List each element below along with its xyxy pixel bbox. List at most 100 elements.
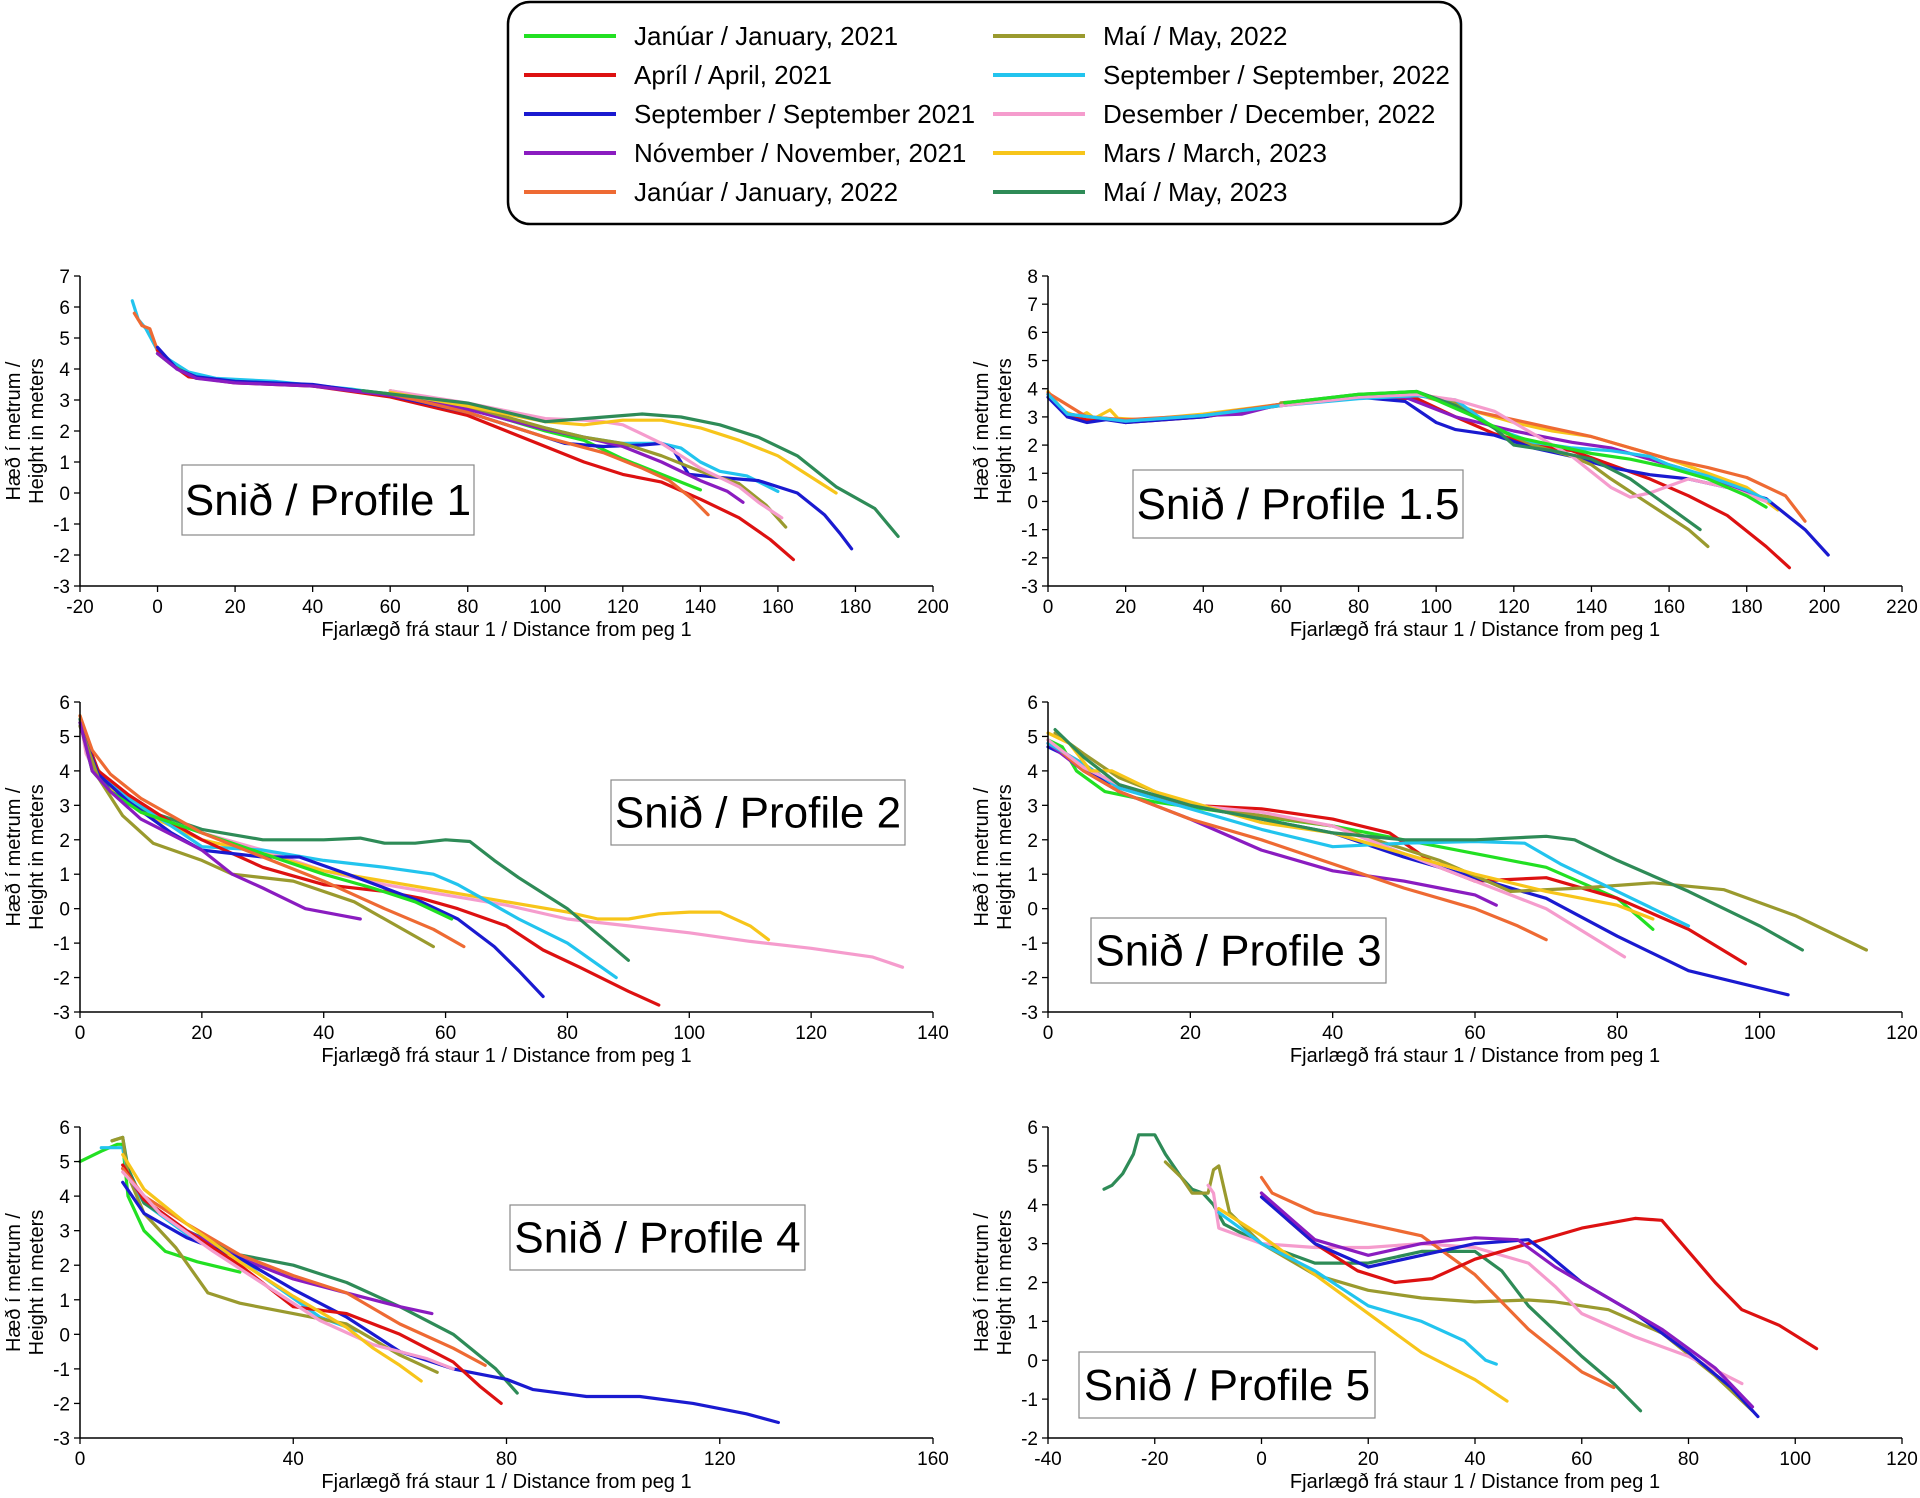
x-tick-label: 140 xyxy=(1576,597,1608,618)
y-axis-label-line1: Hæð í metrum / xyxy=(3,787,25,926)
y-tick-label: -2 xyxy=(53,1394,70,1415)
y-tick-label: -1 xyxy=(53,934,70,955)
series-line-may22 xyxy=(388,389,788,529)
series-line-may22 xyxy=(1163,1160,1755,1413)
series-line-dec22 xyxy=(388,389,784,520)
legend-entry-dec22: Desember / December, 2022 xyxy=(993,99,1435,129)
legend-entry-may22: Maí / May, 2022 xyxy=(993,21,1288,51)
series-line-sep22 xyxy=(1046,741,1691,928)
y-tick-label: -2 xyxy=(53,546,70,567)
series-line-jan22 xyxy=(132,311,160,352)
x-tick-label: 160 xyxy=(917,1449,949,1470)
legend-label: Janúar / January, 2022 xyxy=(634,177,898,207)
series-group xyxy=(1046,389,1830,570)
x-tick-label: 100 xyxy=(1744,1023,1776,1044)
x-tick-label: 120 xyxy=(607,597,639,618)
legend-label: Maí / May, 2023 xyxy=(1103,177,1288,207)
profile-title-box xyxy=(1090,917,1387,984)
x-tick-label: 80 xyxy=(1607,1023,1628,1044)
y-axis-label-line1: Hæð í metrum / xyxy=(971,787,993,926)
x-tick-label: 80 xyxy=(557,1023,578,1044)
y-tick-label: -3 xyxy=(53,1429,70,1450)
x-tick-label: 120 xyxy=(795,1023,827,1044)
legend-label: Mars / March, 2023 xyxy=(1103,138,1327,168)
y-tick-label: -3 xyxy=(53,1003,70,1024)
x-tick-label: 0 xyxy=(152,597,163,618)
y-axis-label-line1: Hæð í metrum / xyxy=(3,1213,25,1352)
plot-5: 0 40 80 120 160 -3 -2 -1 0 1 2 3 4 5 6 Fjarlægð frá sta… xyxy=(3,1118,949,1493)
series-line-dec22 xyxy=(1206,1183,1744,1386)
series-line-jan21 xyxy=(1283,389,1768,509)
series-line-sep21 xyxy=(78,724,545,999)
y-axis-label-line1: Hæð í metrum / xyxy=(971,1213,993,1352)
y-tick-label: 5 xyxy=(59,727,70,748)
series-line-may23 xyxy=(1102,1133,1643,1413)
x-tick-label: 80 xyxy=(496,1449,517,1470)
x-tick-label: 180 xyxy=(1731,597,1763,618)
x-tick-label: 40 xyxy=(302,597,323,618)
x-tick-label: 160 xyxy=(1653,597,1685,618)
y-axis-label-line2: Height in meters xyxy=(994,358,1016,504)
x-tick-label: 120 xyxy=(1498,597,1530,618)
x-axis-label: Fjarlægð frá staur 1 / Distance from peg… xyxy=(321,619,691,641)
y-tick-label: 3 xyxy=(59,796,70,817)
series-line-sep21 xyxy=(1259,1195,1760,1419)
y-axis-label-line1: Hæð í metrum / xyxy=(3,361,25,500)
plot-1: -20 0 20 40 60 80 100 120 140 160 180 200 -3 -2 -1 0 1 2 3… xyxy=(3,267,949,641)
x-tick-label: 100 xyxy=(529,597,561,618)
series-line-sep22 xyxy=(78,721,618,980)
profile-title-box xyxy=(1078,1351,1376,1419)
y-tick-label: 0 xyxy=(1027,1351,1038,1372)
x-tick-label: 40 xyxy=(1193,597,1214,618)
x-tick-label: 20 xyxy=(191,1023,212,1044)
x-tick-label: 20 xyxy=(1115,597,1136,618)
legend-label: Apríl / April, 2021 xyxy=(634,60,832,90)
x-tick-label: -20 xyxy=(66,597,93,618)
y-tick-label: 6 xyxy=(59,693,70,714)
legend-entry-may23: Maí / May, 2023 xyxy=(993,177,1288,207)
series-line-may23 xyxy=(78,717,630,962)
series-line-nov21 xyxy=(78,721,362,921)
x-tick-label: 60 xyxy=(1464,1023,1485,1044)
legend-entry-sep22: September / September, 2022 xyxy=(993,60,1450,90)
y-tick-label: 0 xyxy=(1027,900,1038,921)
x-tick-label: 0 xyxy=(75,1449,86,1470)
x-tick-label: 20 xyxy=(1180,1023,1201,1044)
x-tick-label: -20 xyxy=(1141,1449,1168,1470)
profile-title: Snið / Profile 5 xyxy=(1084,1361,1370,1410)
series-line-mar23 xyxy=(1046,731,1655,921)
x-tick-label: 80 xyxy=(1678,1449,1699,1470)
y-tick-label: 2 xyxy=(59,831,70,852)
x-tick-label: -40 xyxy=(1034,1449,1061,1470)
legend-box xyxy=(506,0,1463,226)
y-tick-label: 7 xyxy=(59,267,70,288)
y-tick-label: 2 xyxy=(59,422,70,443)
y-tick-label: 4 xyxy=(59,762,70,783)
series-group xyxy=(78,714,905,1007)
x-tick-label: 200 xyxy=(917,597,949,618)
profile-title: Snið / Profile 4 xyxy=(514,1214,800,1263)
y-tick-label: 3 xyxy=(1027,796,1038,817)
x-tick-label: 120 xyxy=(1886,1023,1918,1044)
profile-title: Snið / Profile 1.5 xyxy=(1137,480,1460,529)
series-group xyxy=(1102,1133,1819,1419)
y-tick-label: -1 xyxy=(1021,1390,1038,1411)
y-tick-label: 8 xyxy=(1027,267,1038,288)
series-line-may23 xyxy=(1053,728,1804,952)
x-tick-label: 180 xyxy=(840,597,872,618)
y-tick-label: 6 xyxy=(59,1118,70,1139)
x-tick-label: 40 xyxy=(1464,1449,1485,1470)
y-tick-label: 0 xyxy=(59,1325,70,1346)
y-tick-label: 6 xyxy=(59,298,70,319)
y-tick-label: 3 xyxy=(1027,408,1038,429)
series-line-dec22 xyxy=(121,1170,455,1371)
series-line-apr21 xyxy=(78,721,661,1007)
profile-title-box xyxy=(1132,469,1464,539)
legend-entry-jan21: Janúar / January, 2021 xyxy=(524,21,898,51)
series-group xyxy=(130,299,900,562)
y-tick-label: 1 xyxy=(59,453,70,474)
series-line-nov21 xyxy=(155,351,745,504)
x-axis-label: Fjarlægð frá staur 1 / Distance from peg… xyxy=(321,1045,691,1067)
y-tick-label: 4 xyxy=(59,1187,70,1208)
y-axis-label-line2: Height in meters xyxy=(26,358,48,504)
